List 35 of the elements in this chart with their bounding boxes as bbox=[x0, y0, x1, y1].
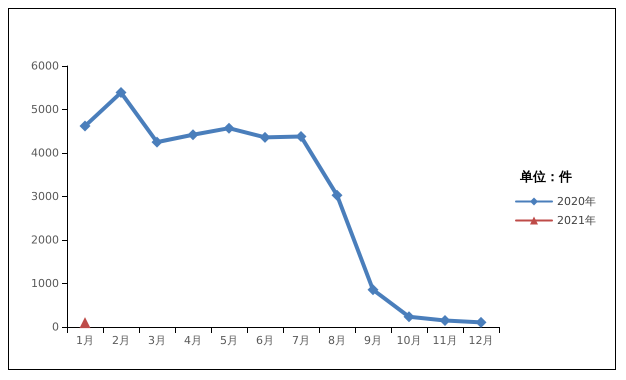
x-tick-label: 6月 bbox=[256, 334, 274, 347]
y-tick-label: 6000 bbox=[31, 60, 59, 72]
y-tick-label: 1000 bbox=[31, 277, 59, 290]
point bbox=[224, 122, 234, 134]
point bbox=[152, 136, 162, 148]
x-tick-label: 7月 bbox=[292, 334, 310, 347]
y-tick-label: 2000 bbox=[31, 234, 59, 246]
point bbox=[332, 190, 342, 201]
x-tick-label: 5月 bbox=[220, 334, 238, 347]
x-tick-label: 8月 bbox=[328, 334, 346, 347]
y-tick-label: 4000 bbox=[31, 146, 59, 160]
point bbox=[296, 130, 306, 142]
point bbox=[260, 132, 270, 143]
x-tick-label: 9月 bbox=[364, 334, 382, 347]
legend-label: 2020年 bbox=[557, 195, 596, 208]
x-tick-label: 3月 bbox=[148, 334, 166, 347]
x-tick-label: 4月 bbox=[184, 334, 202, 347]
point bbox=[476, 316, 486, 328]
point bbox=[188, 129, 198, 140]
point bbox=[80, 317, 90, 328]
y-tick-label: 3000 bbox=[31, 190, 59, 203]
x-tick-label: 2月 bbox=[112, 334, 130, 347]
point bbox=[404, 311, 414, 322]
point bbox=[116, 87, 126, 98]
legend-label: 2021年 bbox=[557, 214, 596, 227]
point bbox=[368, 284, 378, 296]
legend-title: 单位：件 bbox=[519, 169, 572, 185]
y-tick-label: 5000 bbox=[31, 103, 59, 116]
x-tick-label: 1月 bbox=[76, 334, 94, 347]
x-tick-label: 11月 bbox=[432, 334, 458, 347]
y-tick-label: 0 bbox=[52, 320, 59, 334]
x-tick-label: 12月 bbox=[468, 334, 494, 347]
point bbox=[80, 120, 90, 132]
x-tick-label: 10月 bbox=[396, 334, 422, 347]
point bbox=[440, 314, 450, 326]
